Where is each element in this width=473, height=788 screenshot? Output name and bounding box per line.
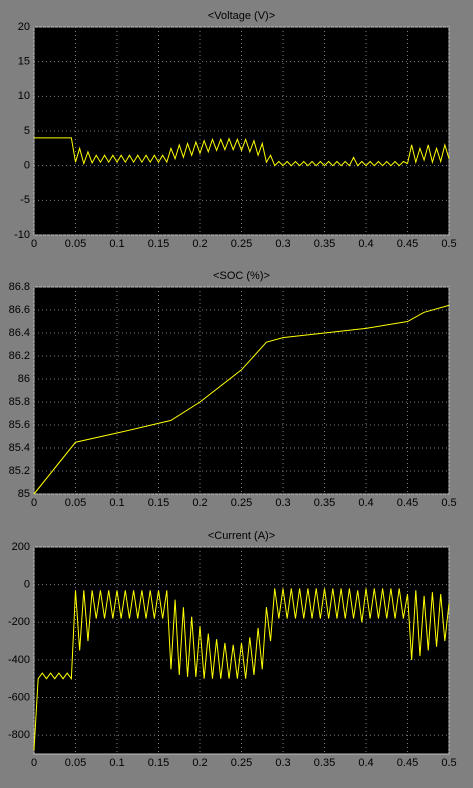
y-tick-label: 5 <box>24 125 30 137</box>
x-tick-label: 0.4 <box>358 238 373 250</box>
x-tick-label: 0.25 <box>231 757 252 769</box>
x-tick-label: 0.1 <box>109 497 124 509</box>
y-tick-label: 15 <box>18 56 30 68</box>
y-tick-label: -400 <box>8 654 30 666</box>
chart-title: <Current (A)> <box>208 530 275 542</box>
y-tick-label: 0 <box>24 579 30 591</box>
x-tick-label: 0 <box>31 757 37 769</box>
x-tick-label: 0.15 <box>148 497 169 509</box>
y-tick-label: -10 <box>14 229 30 241</box>
x-tick-label: 0.35 <box>314 497 335 509</box>
y-tick-label: -800 <box>8 729 30 741</box>
x-tick-label: 0.4 <box>358 497 373 509</box>
x-tick-label: 0.4 <box>358 757 373 769</box>
x-tick-label: 0.5 <box>441 238 456 250</box>
data-line <box>33 304 450 495</box>
x-tick-label: 0.15 <box>148 238 169 250</box>
x-tick-label: 0.05 <box>65 238 86 250</box>
x-tick-label: 0.5 <box>441 497 456 509</box>
x-tick-label: 0.35 <box>314 238 335 250</box>
x-tick-label: 0.2 <box>192 497 207 509</box>
y-tick-label: 85.6 <box>9 419 30 431</box>
y-tick-label: 86.2 <box>9 350 30 362</box>
data-line <box>34 137 450 167</box>
x-tick-label: 0 <box>31 497 37 509</box>
x-tick-label: 0.35 <box>314 757 335 769</box>
y-tick-label: 86.6 <box>9 304 30 316</box>
y-tick-label: 200 <box>12 541 30 553</box>
plot-area <box>33 286 450 495</box>
y-tick-label: 86.8 <box>9 281 30 293</box>
y-tick-label: -200 <box>8 616 30 628</box>
chart-title: <SOC (%)> <box>213 270 270 282</box>
x-tick-label: 0.25 <box>231 238 252 250</box>
chart-title: <Voltage (V)> <box>208 10 275 22</box>
x-tick-label: 0.3 <box>275 497 290 509</box>
y-tick-label: 20 <box>18 21 30 33</box>
y-tick-label: 85.4 <box>9 442 30 454</box>
y-tick-label: 85.2 <box>9 465 30 477</box>
x-tick-label: 0.05 <box>65 757 86 769</box>
x-tick-label: 0.2 <box>192 238 207 250</box>
x-tick-label: 0.45 <box>397 238 418 250</box>
x-tick-label: 0.15 <box>148 757 169 769</box>
y-tick-label: 85 <box>18 488 30 500</box>
x-tick-label: 0.25 <box>231 497 252 509</box>
y-tick-label: 86 <box>18 373 30 385</box>
x-tick-label: 0.3 <box>275 757 290 769</box>
x-tick-label: 0.2 <box>192 757 207 769</box>
x-tick-label: 0.05 <box>65 497 86 509</box>
x-tick-label: 0.1 <box>109 757 124 769</box>
data-line <box>33 588 450 751</box>
x-tick-label: 0.5 <box>441 757 456 769</box>
x-tick-label: 0.45 <box>397 497 418 509</box>
y-tick-label: -600 <box>8 691 30 703</box>
y-tick-label: -5 <box>20 194 30 206</box>
x-tick-label: 0.3 <box>275 238 290 250</box>
x-tick-label: 0.45 <box>397 757 418 769</box>
y-tick-label: 85.8 <box>9 396 30 408</box>
y-tick-label: 0 <box>24 160 30 172</box>
y-tick-label: 10 <box>18 90 30 102</box>
plot-area <box>33 546 450 755</box>
y-tick-label: 86.4 <box>9 327 30 339</box>
x-tick-label: 0 <box>31 238 37 250</box>
x-tick-label: 0.1 <box>109 238 124 250</box>
